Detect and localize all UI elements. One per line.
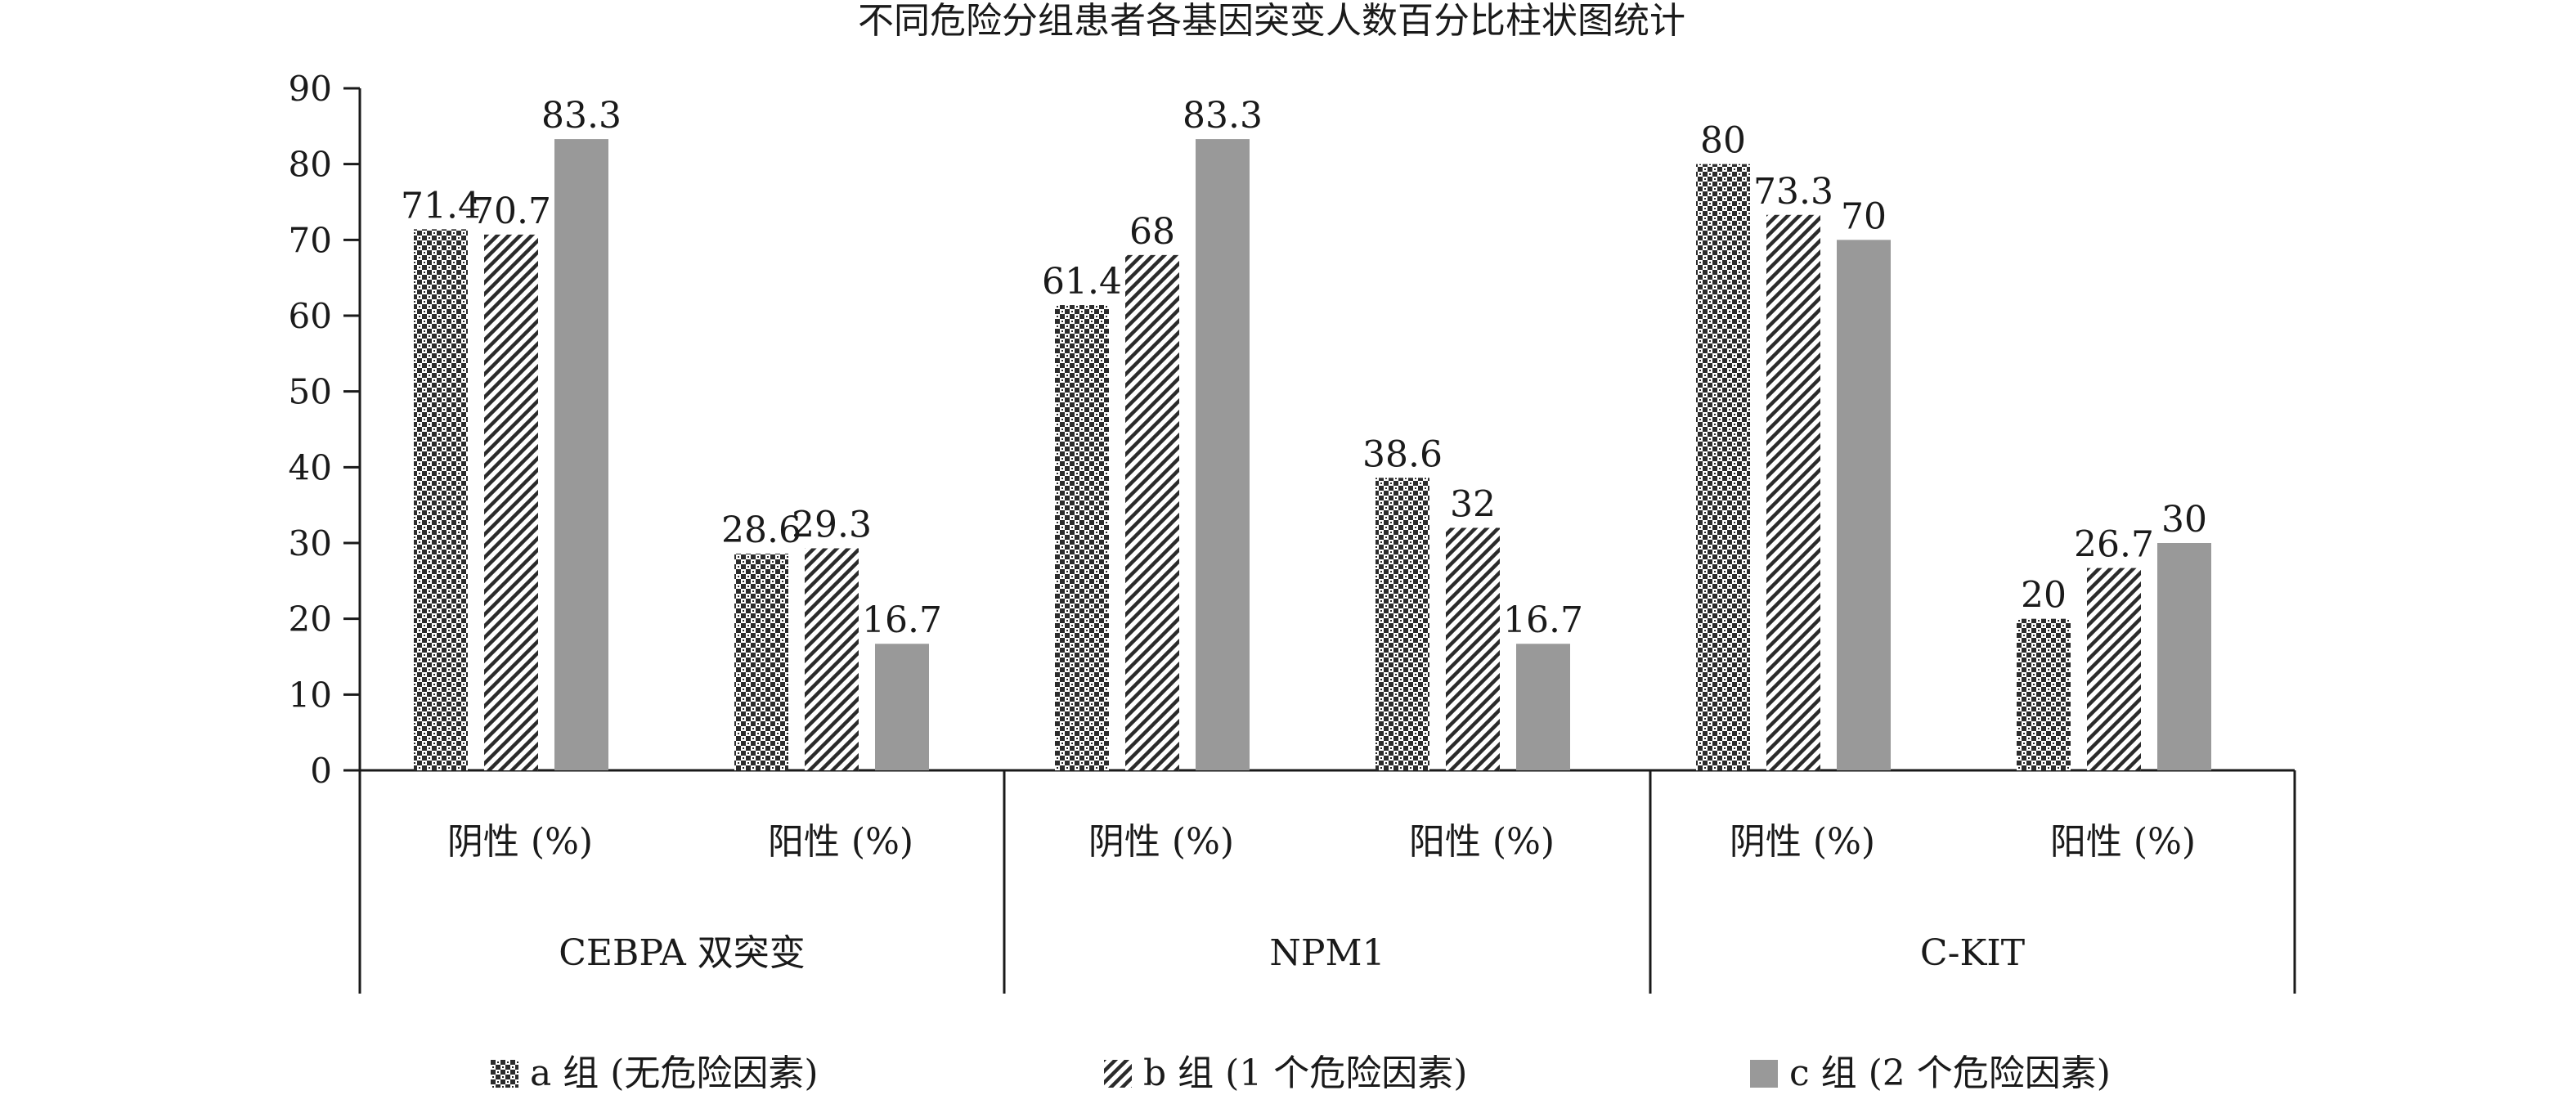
- group-label: CEBPA 双突变: [559, 932, 805, 974]
- bar-value-label: 70.7: [471, 191, 551, 232]
- bar-value-label: 26.7: [2074, 524, 2154, 566]
- y-tick-label: 80: [289, 145, 332, 185]
- bar-value-label: 83.3: [1183, 95, 1263, 137]
- bar-diagonal-5: [2087, 568, 2141, 770]
- bar-diagonal-4: [1766, 214, 1820, 771]
- bar-value-label: 38.6: [1362, 433, 1443, 475]
- y-tick-label: 0: [310, 751, 332, 791]
- y-tick-label: 10: [289, 675, 332, 715]
- bar-diagonal-3: [1446, 527, 1500, 770]
- y-tick-label: 30: [289, 523, 332, 563]
- bar-value-label: 68: [1129, 211, 1175, 253]
- chart-title: 不同危险分组患者各基因突变人数百分比柱状图统计: [858, 0, 1685, 42]
- y-tick-label: 90: [289, 69, 332, 109]
- bar-checker-5: [2017, 618, 2071, 770]
- category-label: 阳性 (%): [2050, 821, 2196, 863]
- bar-value-label: 61.4: [1042, 261, 1122, 303]
- y-tick-label: 70: [289, 220, 332, 260]
- category-label: 阳性 (%): [768, 821, 913, 863]
- legend-swatch-solid: [1750, 1060, 1778, 1088]
- category-label: 阴性 (%): [1730, 821, 1875, 863]
- legend-label: c 组 (2 个危险因素): [1789, 1052, 2111, 1094]
- category-label: 阴性 (%): [447, 821, 593, 863]
- group-label: NPM1: [1269, 932, 1384, 974]
- legend-swatch-checker: [491, 1060, 518, 1088]
- bar-value-label: 70: [1841, 195, 1887, 237]
- y-tick-label: 40: [289, 447, 332, 487]
- bar-solid-2: [1196, 139, 1250, 770]
- legend-swatch-diagonal: [1104, 1060, 1132, 1088]
- bar-value-label: 80: [1700, 120, 1746, 162]
- bar-solid-0: [554, 139, 608, 770]
- bar-checker-3: [1376, 478, 1429, 770]
- bar-diagonal-2: [1125, 254, 1179, 770]
- bar-checker-2: [1055, 305, 1109, 770]
- legend-label: a 组 (无危险因素): [530, 1052, 819, 1094]
- bar-value-label: 71.4: [401, 185, 481, 227]
- y-tick-label: 60: [289, 296, 332, 336]
- bar-value-label: 20: [2021, 575, 2067, 617]
- bar-value-label: 30: [2161, 499, 2207, 541]
- bar-value-label: 32: [1450, 483, 1496, 525]
- category-label: 阳性 (%): [1409, 821, 1555, 863]
- bar-value-label: 29.3: [792, 504, 872, 545]
- bar-value-label: 83.3: [541, 95, 622, 137]
- y-tick-label: 20: [289, 599, 332, 640]
- bar-value-label: 16.7: [862, 599, 942, 641]
- legend-label: b 组 (1 个危险因素): [1143, 1052, 1467, 1094]
- category-label: 阴性 (%): [1088, 821, 1234, 863]
- bar-value-label: 16.7: [1503, 599, 1583, 641]
- bar-solid-5: [2157, 543, 2211, 770]
- bar-diagonal-0: [484, 234, 538, 770]
- bar-solid-1: [875, 644, 929, 770]
- bar-checker-0: [414, 229, 468, 770]
- group-label: C-KIT: [1920, 932, 2025, 974]
- bar-value-label: 73.3: [1753, 171, 1833, 213]
- bar-solid-3: [1516, 644, 1570, 770]
- bar-checker-4: [1696, 164, 1750, 770]
- y-tick-label: 50: [289, 372, 332, 412]
- bar-solid-4: [1837, 240, 1891, 770]
- bar-diagonal-1: [805, 548, 859, 770]
- bar-value-label: 28.6: [721, 509, 801, 551]
- bar-checker-1: [734, 553, 788, 770]
